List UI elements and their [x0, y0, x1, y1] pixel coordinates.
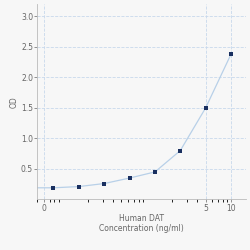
Point: [204, 106, 208, 110]
Point: [52, 186, 56, 190]
Point: [178, 148, 182, 152]
Y-axis label: OD: OD: [9, 96, 18, 108]
Point: [77, 184, 81, 188]
Point: [128, 176, 132, 180]
Point: [229, 52, 233, 56]
X-axis label: Human DAT
Concentration (ng/ml): Human DAT Concentration (ng/ml): [99, 214, 184, 233]
Point: [102, 182, 106, 186]
Point: [153, 170, 157, 174]
